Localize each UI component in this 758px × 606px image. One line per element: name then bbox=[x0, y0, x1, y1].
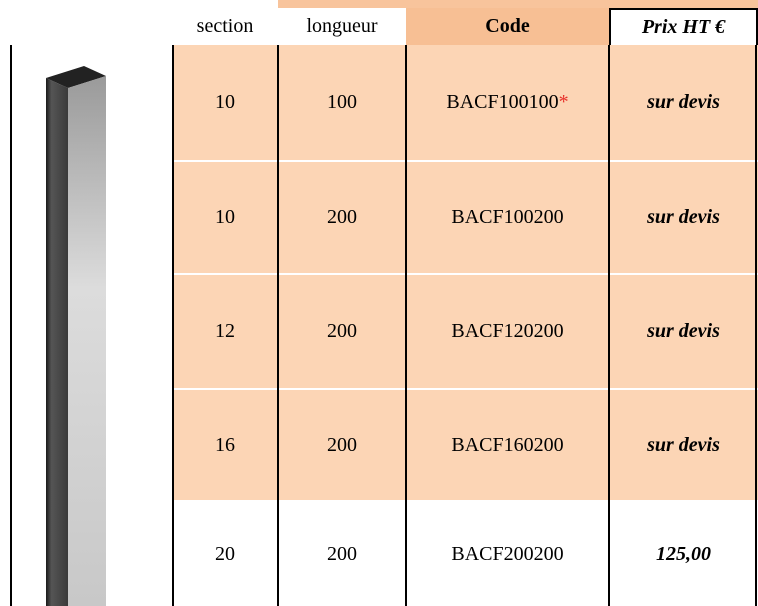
column-header: longueur bbox=[306, 15, 378, 37]
table-cell: BACF160200 bbox=[406, 388, 609, 500]
footnote-marker: * bbox=[558, 91, 569, 113]
table-cell: sur devis bbox=[609, 45, 758, 160]
column-rule bbox=[405, 45, 407, 606]
table-cell: 200 bbox=[278, 500, 406, 606]
table-cell: 200 bbox=[278, 388, 406, 500]
column-rule bbox=[172, 45, 174, 606]
table-cell: 16 bbox=[172, 388, 278, 500]
table-cell: BACF200200 bbox=[406, 500, 609, 606]
table-cell: 20 bbox=[172, 500, 278, 606]
table-cell: 10 bbox=[172, 45, 278, 160]
column-rule bbox=[277, 45, 279, 606]
table-cell: 10 bbox=[172, 160, 278, 273]
table-cell: BACF120200 bbox=[406, 273, 609, 388]
table-cell: sur devis bbox=[609, 388, 758, 500]
column-rule bbox=[755, 45, 757, 606]
table-cell: 200 bbox=[278, 160, 406, 273]
column-header: Prix HT € bbox=[609, 8, 758, 45]
header-strip bbox=[278, 0, 758, 8]
table-cell: BACF100200 bbox=[406, 160, 609, 273]
column-header: Code bbox=[406, 8, 609, 45]
table-cell: BACF100100 * bbox=[406, 45, 609, 160]
bar-image bbox=[46, 66, 106, 606]
table-cell: sur devis bbox=[609, 160, 758, 273]
table-cell: 12 bbox=[172, 273, 278, 388]
table-cell: 100 bbox=[278, 45, 406, 160]
column-header: section bbox=[196, 15, 254, 37]
table-cell: sur devis bbox=[609, 273, 758, 388]
left-rule bbox=[10, 45, 12, 606]
table-cell: 125,00 bbox=[609, 500, 758, 606]
table-cell: 200 bbox=[278, 273, 406, 388]
column-rule bbox=[608, 45, 610, 606]
